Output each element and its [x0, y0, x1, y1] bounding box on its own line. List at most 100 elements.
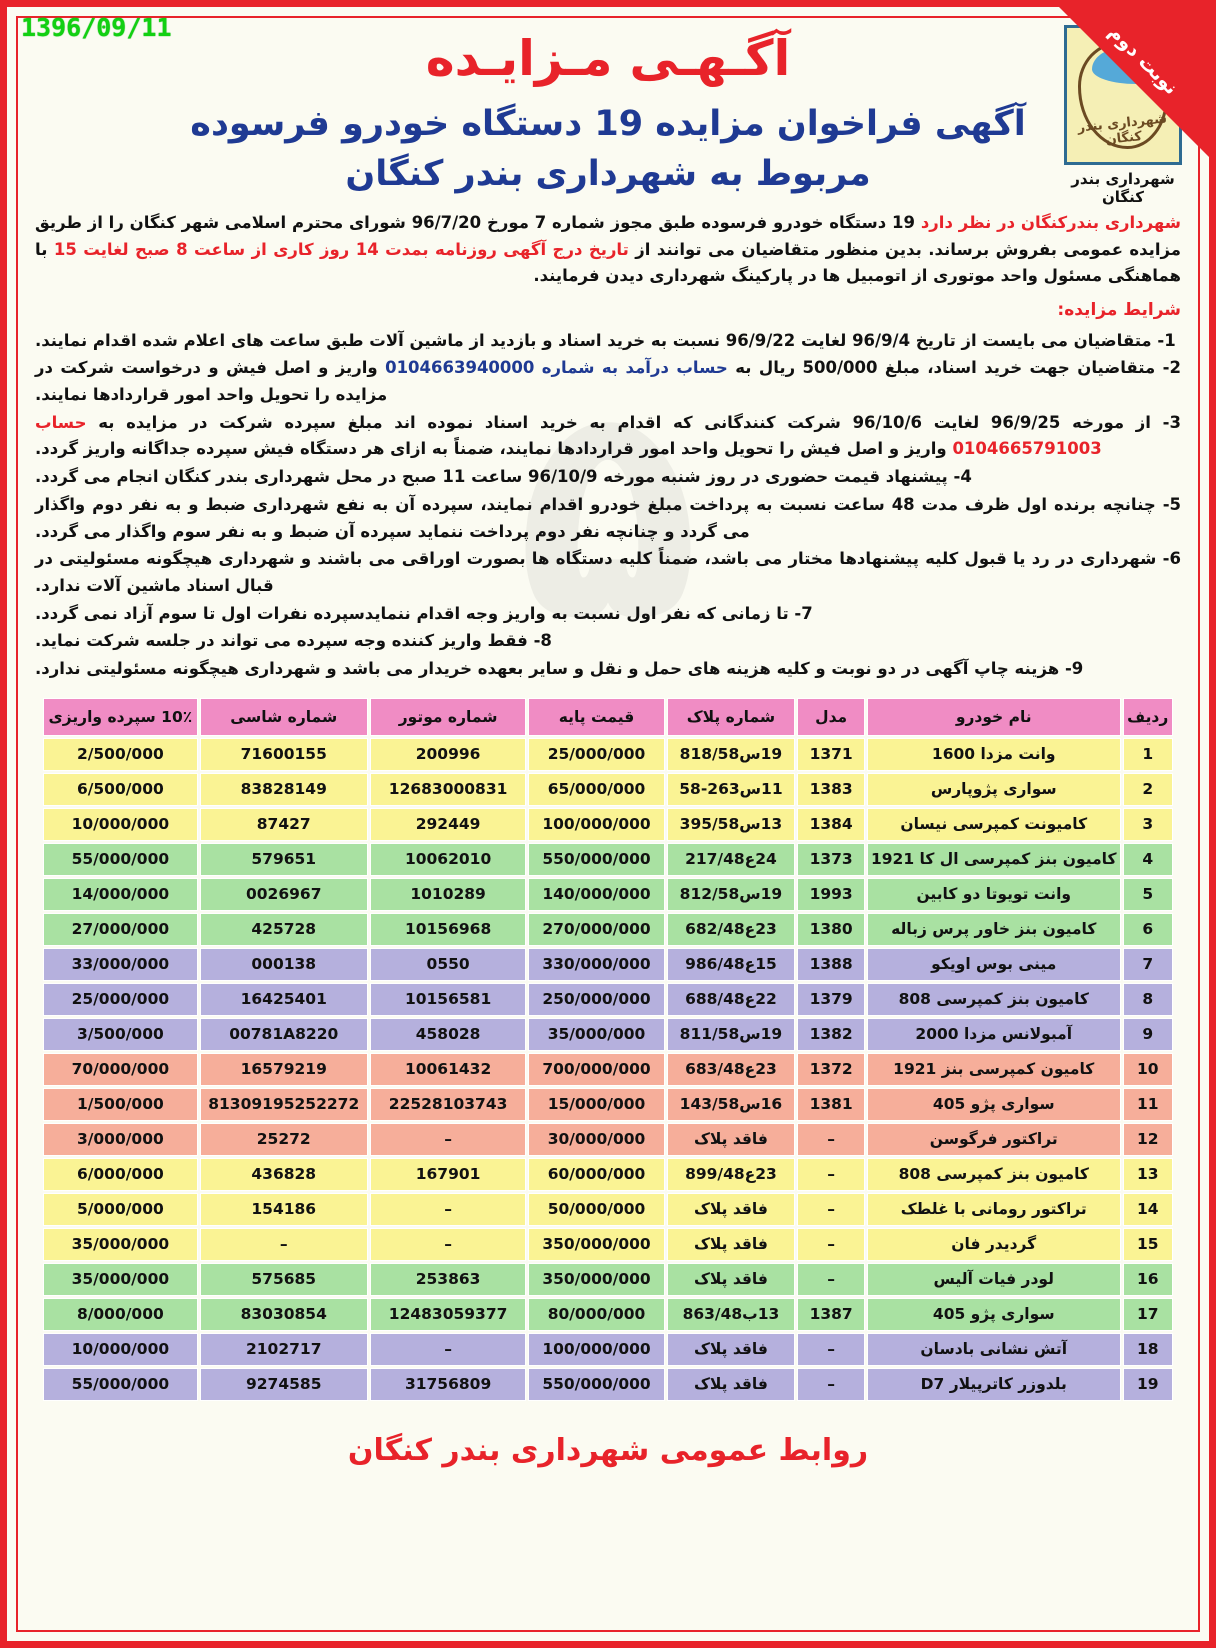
cell-model: – [797, 1227, 865, 1261]
cell-model: – [797, 1332, 865, 1366]
cell-motor-number: 22528103743 [369, 1087, 527, 1121]
th-row: ردیف [1122, 697, 1173, 736]
condition-number: 9- [1064, 659, 1084, 679]
table-row: 13 کامیون بنز کمپرسی 808–23ع899/48 60/000/… [43, 1157, 1173, 1191]
condition-text: چنانچه برنده اول ظرف مدت 48 ساعت نسبت به… [35, 494, 1156, 541]
cell-price: 330/000/000 [528, 947, 665, 981]
condition-item: 1- متقاضیان می بایست از تاریخ 96/9/4 لغا… [35, 328, 1181, 355]
cell-row: 18 [1122, 1332, 1173, 1366]
cell-chassis-number: 83828149 [199, 772, 368, 806]
condition-item: 9- هزینه چاپ آگهی در دو نوبت و کلیه هزین… [35, 656, 1181, 683]
cell-vehicle-name: مینی بوس اویکو [866, 947, 1121, 981]
cell-deposit: 10/000/000 [43, 1332, 198, 1366]
cell-motor-number: 0550 [369, 947, 527, 981]
cell-chassis-number: 83030854 [199, 1297, 368, 1331]
cell-chassis-number: 87427 [199, 807, 368, 841]
cell-row: 17 [1122, 1297, 1173, 1331]
cell-price: 60/000/000 [528, 1157, 665, 1191]
cell-vehicle-name: کامیون کمپرسی بنز 1921 [866, 1052, 1121, 1086]
cell-vehicle-name: کامیون بنز خاور پرس زباله [866, 912, 1121, 946]
th-model: مدل [797, 697, 865, 736]
cell-plate: فاقد پلاک [666, 1332, 796, 1366]
table-row: 15 گردیدر فان – فاقد پلاک 350/000/000– –35/00… [43, 1227, 1173, 1261]
cell-price: 350/000/000 [528, 1262, 665, 1296]
intro-lead: شهرداری بندرکنگان در نظر دارد [920, 212, 1181, 232]
condition-account: حساب 0104665791003 [35, 412, 1102, 459]
cell-plate: 15ع986/48 [666, 947, 796, 981]
page-subtitle-1: آگهی فراخوان مزایده 19 دستگاه خودرو فرسو… [190, 104, 1026, 145]
logo-caption: شهرداری بندر کنگان [1071, 170, 1175, 206]
cell-price: 35/000/000 [528, 1017, 665, 1051]
cell-chassis-number: 16425401 [199, 982, 368, 1016]
cell-deposit: 1/500/000 [43, 1087, 198, 1121]
cell-plate: 19س812/58 [666, 877, 796, 911]
cell-plate: 23ع899/48 [666, 1157, 796, 1191]
condition-text-tail: واریز و اصل فیش را تحویل واحد امور قرارد… [35, 439, 953, 459]
cell-chassis-number: – [199, 1227, 368, 1261]
cell-deposit: 33/000/000 [43, 947, 198, 981]
cell-plate: 13س395/58 [666, 807, 796, 841]
table-header-row: ردیف نام خودرو مدل شماره پلاک قیمت پایه … [43, 697, 1173, 736]
cell-vehicle-name: گردیدر فان [866, 1227, 1121, 1261]
cell-chassis-number: 25272 [199, 1122, 368, 1156]
cell-chassis-number: 71600155 [199, 737, 368, 771]
cell-model: – [797, 1262, 865, 1296]
intro-paragraph: شهرداری بندرکنگان در نظر دارد 19 دستگاه … [7, 208, 1209, 683]
condition-number: 8- [533, 631, 552, 651]
cell-vehicle-name: سواری پژو 405 [866, 1297, 1121, 1331]
cell-vehicle-name: لودر فیات آلیس [866, 1262, 1121, 1296]
cell-plate: 13ب863/48 [666, 1297, 796, 1331]
cell-plate: 23ع682/48 [666, 912, 796, 946]
cell-price: 50/000/000 [528, 1192, 665, 1226]
table-row: 18 آتش نشانی بادسان – فاقد پلاک 100/000/000–… [43, 1332, 1173, 1366]
cell-row: 13 [1122, 1157, 1173, 1191]
table-row: 11 سواری پژو 405 1381 16س143/58 15/000/000 22… [43, 1087, 1173, 1121]
cell-deposit: 55/000/000 [43, 842, 198, 876]
condition-item: 7- تا زمانی که نفر اول نسبت به واریز وجه… [35, 601, 1181, 628]
cell-plate: فاقد پلاک [666, 1227, 796, 1261]
cell-motor-number: – [369, 1192, 527, 1226]
cell-plate: 24ع217/48 [666, 842, 796, 876]
condition-text: تا زمانی که نفر اول نسبت به واریز وجه اق… [35, 603, 789, 623]
cell-model: – [797, 1157, 865, 1191]
condition-item: 8- فقط واریز کننده وجه سپرده می تواند در… [35, 628, 1181, 655]
cell-model: – [797, 1367, 865, 1401]
cell-plate: 19س811/58 [666, 1017, 796, 1051]
cell-price: 140/000/000 [528, 877, 665, 911]
cell-model: 1373 [797, 842, 865, 876]
intro-part-1: 19 دستگاه خودرو فرسوده طبق مجوز شماره 7 … [35, 212, 1182, 259]
cell-row: 11 [1122, 1087, 1173, 1121]
condition-text-tail: واریز و اصل فیش و درخواست شرکت در مزایده… [35, 358, 388, 404]
th-name: نام خودرو [866, 697, 1121, 736]
cell-deposit: 25/000/000 [43, 982, 198, 1016]
cell-vehicle-name: تراکتور رومانی با غلطک [866, 1192, 1121, 1226]
table-row: 10 کامیون کمپرسی بنز 1921 1372 23ع683/48 700… [43, 1052, 1173, 1086]
cell-model: 1372 [797, 1052, 865, 1086]
cell-chassis-number: 00781A8220 [199, 1017, 368, 1051]
cell-motor-number: 10156581 [369, 982, 527, 1016]
cell-row: 16 [1122, 1262, 1173, 1296]
condition-number: 3- [1162, 412, 1181, 432]
cell-model: 1388 [797, 947, 865, 981]
cell-chassis-number: 154186 [199, 1192, 368, 1226]
cell-deposit: 5/000/000 [43, 1192, 198, 1226]
cell-deposit: 14/000/000 [43, 877, 198, 911]
cell-vehicle-name: تراکتور فرگوسن [866, 1122, 1121, 1156]
cell-price: 15/000/000 [528, 1087, 665, 1121]
cell-price: 550/000/000 [528, 842, 665, 876]
condition-text: از مورخه 96/9/25 لغایت 96/10/6 شرکت کنند… [86, 412, 1151, 432]
condition-text: متقاضیان می بایست از تاریخ 96/9/4 لغایت … [35, 330, 1152, 350]
table-row: 3 کامیونت کمپرسی نیسان 1384 13س395/58 100/00… [43, 807, 1173, 841]
cell-price: 80/000/000 [528, 1297, 665, 1331]
cell-motor-number: 10156968 [369, 912, 527, 946]
cell-motor-number: 253863 [369, 1262, 527, 1296]
cell-motor-number: 12683000831 [369, 772, 527, 806]
cell-model: 1383 [797, 772, 865, 806]
cell-row: 8 [1122, 982, 1173, 1016]
cell-price: 350/000/000 [528, 1227, 665, 1261]
cell-row: 6 [1122, 912, 1173, 946]
cell-model: 1382 [797, 1017, 865, 1051]
condition-text: هزینه چاپ آگهی در دو نوبت و کلیه هزینه ه… [35, 659, 1060, 679]
cell-plate: 23ع683/48 [666, 1052, 796, 1086]
